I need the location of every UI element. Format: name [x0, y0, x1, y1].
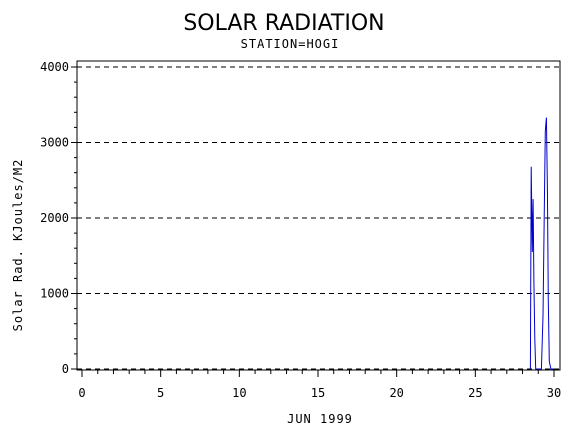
- series: [529, 117, 554, 370]
- y-axis-label: Solar Rad. KJoules/M2: [11, 159, 25, 332]
- tick-labels: 0 1000 2000 3000 4000 0 5 10 15 20 25 30: [40, 60, 561, 400]
- x-tick-label-15: 15: [311, 386, 325, 400]
- x-tick-label-0: 0: [78, 386, 85, 400]
- grid-lines: [77, 66, 560, 370]
- series-line-0: [529, 117, 554, 370]
- x-tick-label-30: 30: [547, 386, 561, 400]
- y-tick-label-0: 0: [62, 362, 69, 376]
- x-tick-label-25: 25: [468, 386, 482, 400]
- plot-frame: [76, 60, 561, 371]
- y-tick-label-1000: 1000: [40, 287, 69, 301]
- axes: [71, 60, 561, 377]
- y-tick-label-2000: 2000: [40, 211, 69, 225]
- chart-title: SOLAR RADIATION: [183, 11, 384, 36]
- y-tick-label-3000: 3000: [40, 136, 69, 150]
- x-axis-label: JUN 1999: [287, 412, 353, 426]
- x-tick-label-20: 20: [389, 386, 403, 400]
- y-tick-label-4000: 4000: [40, 60, 69, 74]
- x-tick-label-10: 10: [232, 386, 246, 400]
- chart-subtitle: STATION=HOGI: [241, 37, 340, 51]
- x-tick-label-5: 5: [157, 386, 164, 400]
